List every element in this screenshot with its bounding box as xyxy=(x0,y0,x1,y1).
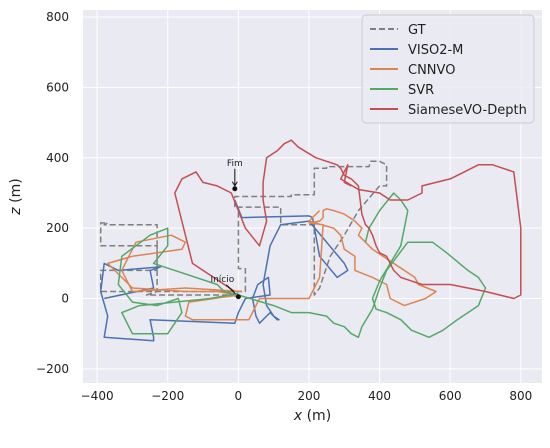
annotation-marker xyxy=(232,186,238,192)
x-tick-label: 0 xyxy=(235,389,243,403)
legend-label: GT xyxy=(408,23,426,38)
series-line-0 xyxy=(99,160,388,298)
legend-label: VISO2-M xyxy=(408,43,463,58)
x-tick-label: −200 xyxy=(151,389,184,403)
y-tick-label: 0 xyxy=(61,292,69,306)
y-axis-label: z (m) xyxy=(8,178,24,215)
y-tick-label: −200 xyxy=(36,362,69,376)
legend-label: SVR xyxy=(408,83,434,98)
legend-label: SiameseVO-Depth xyxy=(408,103,527,118)
annotation-label: Fim xyxy=(227,159,243,169)
x-tick-label: −400 xyxy=(81,389,114,403)
x-tick-label: 800 xyxy=(509,389,532,403)
y-tick-label: 400 xyxy=(46,151,69,165)
legend-box xyxy=(361,14,535,124)
series-layer xyxy=(99,139,522,342)
x-tick-label: 400 xyxy=(368,389,391,403)
y-tick-label: 800 xyxy=(46,10,69,24)
y-tick-label: 200 xyxy=(46,221,69,235)
annotation-arrow xyxy=(226,284,236,295)
series-line-1 xyxy=(99,199,349,342)
x-axis-label: x (m) xyxy=(293,408,331,424)
annotation-marker xyxy=(235,294,241,300)
annotations: Fim Início xyxy=(210,159,243,300)
legend-label: CNNVO xyxy=(408,63,455,78)
series-line-4 xyxy=(174,139,522,300)
x-tick-label: 600 xyxy=(439,389,462,403)
legend: GT VISO2-M CNNVO SVR SiameseVO-Depth xyxy=(361,14,535,124)
axis-ticks: −400 −200 0 200 400 600 800 −200 0 200 400 600 800 xyxy=(36,10,532,403)
y-tick-label: 600 xyxy=(46,80,69,94)
annotation-arrowhead xyxy=(231,181,238,187)
series-line-3 xyxy=(117,192,487,339)
x-tick-label: 200 xyxy=(298,389,321,403)
annotation-label: Início xyxy=(210,275,234,285)
